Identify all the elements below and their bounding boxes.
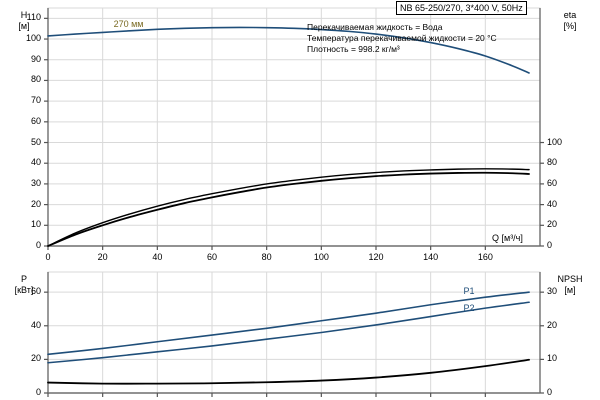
- ytick-label-left: 70: [30, 95, 41, 106]
- y-axis-title-right: eta [%]: [563, 10, 577, 31]
- ytick-label-left: 30: [30, 177, 41, 188]
- curve-p2: [47, 301, 530, 364]
- xtick-label: 140: [423, 252, 439, 262]
- curve-annotation: 270 мм: [113, 18, 144, 29]
- ytick-label-left: 20: [30, 353, 41, 364]
- ytick-label-left: 0: [35, 240, 41, 250]
- ytick-label-left: 110: [26, 12, 41, 23]
- curve-270-: [47, 26, 530, 74]
- ytick-label-left: 20: [30, 198, 41, 209]
- plot-frame: [47, 7, 541, 247]
- xtick-label: 160: [477, 252, 493, 262]
- operating-note: Перекачиваемая жидкость = Вода: [307, 22, 443, 32]
- head-efficiency-chart: [44, 7, 544, 250]
- xtick-label: 120: [368, 252, 384, 262]
- ytick-label-right: 10: [547, 353, 558, 364]
- ytick-label-right: 40: [547, 198, 558, 209]
- operating-note: Температура перекачиваемой жидкости = 20…: [307, 33, 497, 43]
- curve-eta-upper: [47, 168, 530, 247]
- power-npsh-chart: [44, 271, 544, 397]
- ytick-label-left: 40: [30, 319, 41, 330]
- xtick-label: 60: [206, 252, 217, 262]
- ytick-label-right: 20: [547, 219, 558, 230]
- ytick-label-right: 0: [547, 387, 553, 397]
- ytick-label-right: 0: [547, 240, 553, 250]
- ytick-label-left: 80: [30, 74, 41, 85]
- y-axis-title-right: NPSH [м]: [557, 274, 583, 295]
- curve-eta-lower: [47, 171, 530, 247]
- ytick-label-right: 30: [547, 286, 558, 297]
- curve-npsh: [47, 358, 530, 385]
- x-axis-title: Q [м³/ч]: [492, 233, 523, 243]
- ytick-label-left: 90: [30, 53, 41, 64]
- ytick-label-right: 60: [547, 177, 558, 188]
- curve-annotation: P2: [463, 302, 475, 313]
- curve-p1: [47, 291, 530, 356]
- operating-note: Плотность = 998.2 кг/м³: [307, 44, 400, 54]
- y-axis-title-left: P [кВт]: [14, 274, 34, 295]
- chart-title-box: NB 65-250/270, 3*400 V, 50Hz: [396, 1, 527, 15]
- ytick-label-right: 100: [547, 136, 563, 147]
- xtick-label: 20: [97, 252, 108, 262]
- ytick-label-left: 60: [30, 286, 41, 297]
- ytick-label-right: 80: [547, 157, 558, 168]
- ytick-label-left: 50: [30, 136, 41, 147]
- ytick-label-left: 0: [35, 387, 41, 397]
- xtick-label: 0: [45, 252, 51, 262]
- xtick-label: 80: [261, 252, 272, 262]
- ytick-label-left: 40: [30, 157, 41, 168]
- xtick-label: 40: [152, 252, 163, 262]
- ytick-label-left: 60: [30, 115, 41, 126]
- ytick-label-right: 20: [547, 319, 558, 330]
- ytick-label-left: 100: [25, 33, 41, 44]
- y-axis-title-left: H [м]: [18, 10, 30, 31]
- curve-annotation: P1: [463, 286, 475, 297]
- ytick-label-left: 10: [30, 219, 41, 230]
- xtick-label: 100: [313, 252, 329, 262]
